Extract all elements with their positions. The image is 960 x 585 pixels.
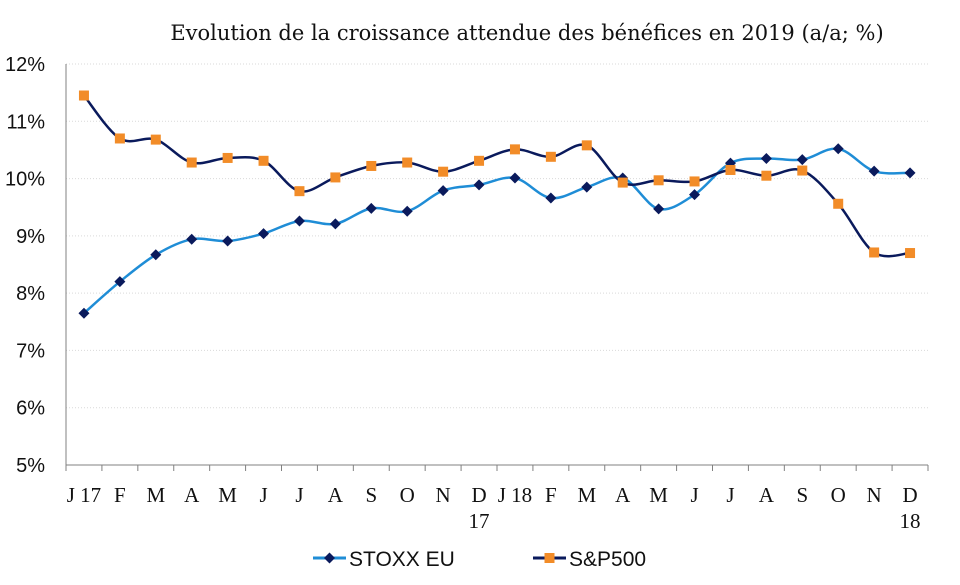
x-tick-label: N: [867, 483, 882, 507]
legend-item-stoxx-eu: STOXX EU: [313, 548, 455, 571]
legend-item-sp500: S&P500: [533, 548, 646, 571]
x-tick-label: J 17: [67, 483, 101, 507]
data-point: [833, 198, 844, 209]
data-point: [186, 157, 197, 168]
data-point: [258, 228, 270, 240]
data-point: [545, 151, 556, 162]
data-point: [186, 233, 198, 245]
y-tick-label: 9%: [16, 226, 45, 248]
data-point: [796, 154, 808, 166]
data-point: [402, 157, 413, 168]
data-point: [509, 144, 520, 155]
x-tick-label: D: [902, 483, 917, 507]
x-tick-label: 17: [469, 509, 490, 533]
legend-label: STOXX EU: [349, 548, 455, 571]
y-tick-labels: 5% 6% 7% 8% 9% 10% 11% 12%: [5, 54, 45, 477]
y-tick-label: 10%: [5, 169, 45, 191]
data-point: [653, 203, 665, 215]
x-tick-label: A: [759, 483, 775, 507]
data-point: [617, 177, 628, 188]
x-tick-label: S: [365, 483, 377, 507]
y-tick-label: 5%: [16, 455, 45, 477]
data-point: [689, 176, 700, 187]
series-sp500: [78, 90, 916, 259]
x-tick-label: J: [295, 483, 303, 507]
chart-title: Evolution de la croissance attendue des …: [170, 21, 883, 45]
data-point: [581, 140, 592, 151]
data-point: [114, 133, 125, 144]
data-point: [78, 307, 90, 319]
x-tick-label: J 18: [498, 483, 532, 507]
x-tick-label: M: [218, 483, 237, 507]
data-point: [868, 165, 880, 177]
y-tick-label: 12%: [5, 54, 45, 76]
legend-label: S&P500: [569, 548, 646, 571]
x-tick-label: N: [436, 483, 451, 507]
data-point: [437, 185, 449, 197]
data-point: [438, 166, 449, 177]
data-point: [401, 205, 413, 217]
x-tick-label: F: [545, 483, 557, 507]
x-tick-label: D: [471, 483, 486, 507]
data-point: [150, 134, 161, 145]
data-point: [330, 172, 341, 183]
gridlines: [66, 63, 928, 409]
data-point: [905, 248, 916, 259]
x-tick-label: 18: [900, 509, 921, 533]
data-point: [222, 235, 234, 247]
data-point: [509, 172, 521, 184]
x-tick-label: A: [184, 483, 200, 507]
x-tick-label: O: [400, 483, 415, 507]
y-tick-label: 7%: [16, 340, 45, 362]
data-point: [832, 143, 844, 155]
data-point: [114, 276, 126, 288]
data-point: [366, 160, 377, 171]
x-tick-label: F: [114, 483, 126, 507]
data-point: [760, 153, 772, 165]
data-point: [761, 170, 772, 181]
data-point: [653, 175, 664, 186]
legend-swatch-marker: [324, 552, 335, 564]
series: [78, 90, 916, 319]
x-tick-label: M: [577, 483, 596, 507]
data-point: [78, 90, 89, 101]
x-tick-label: J: [726, 483, 734, 507]
x-tick-label: S: [796, 483, 808, 507]
y-tick-label: 11%: [6, 111, 45, 133]
data-point: [545, 192, 557, 204]
data-point: [689, 189, 701, 201]
data-point: [329, 218, 341, 230]
data-point: [473, 179, 485, 191]
data-point: [797, 165, 808, 176]
series-line: [82, 94, 911, 258]
x-tick-label: A: [328, 483, 344, 507]
x-tick-label: M: [146, 483, 165, 507]
data-point: [293, 215, 305, 227]
data-point: [294, 186, 305, 197]
legend-swatch-marker: [544, 553, 555, 563]
data-point: [258, 155, 269, 166]
x-tick-label: O: [831, 483, 846, 507]
data-point: [581, 181, 593, 193]
data-point: [150, 249, 162, 261]
axes: [65, 64, 929, 471]
y-tick-label: 8%: [16, 283, 45, 305]
data-point: [869, 247, 880, 258]
x-tick-label: A: [615, 483, 631, 507]
x-tick-label: M: [649, 483, 668, 507]
data-point: [365, 202, 377, 214]
data-point: [222, 152, 233, 163]
x-tick-label: J: [259, 483, 267, 507]
y-tick-label: 6%: [16, 398, 45, 420]
data-point: [474, 155, 485, 166]
legend: STOXX EU S&P500: [313, 548, 646, 571]
series-line: [83, 147, 911, 315]
x-tick-label: J: [690, 483, 698, 507]
data-point: [725, 164, 736, 175]
data-point: [904, 167, 916, 179]
series-stoxx-eu: [78, 143, 916, 319]
